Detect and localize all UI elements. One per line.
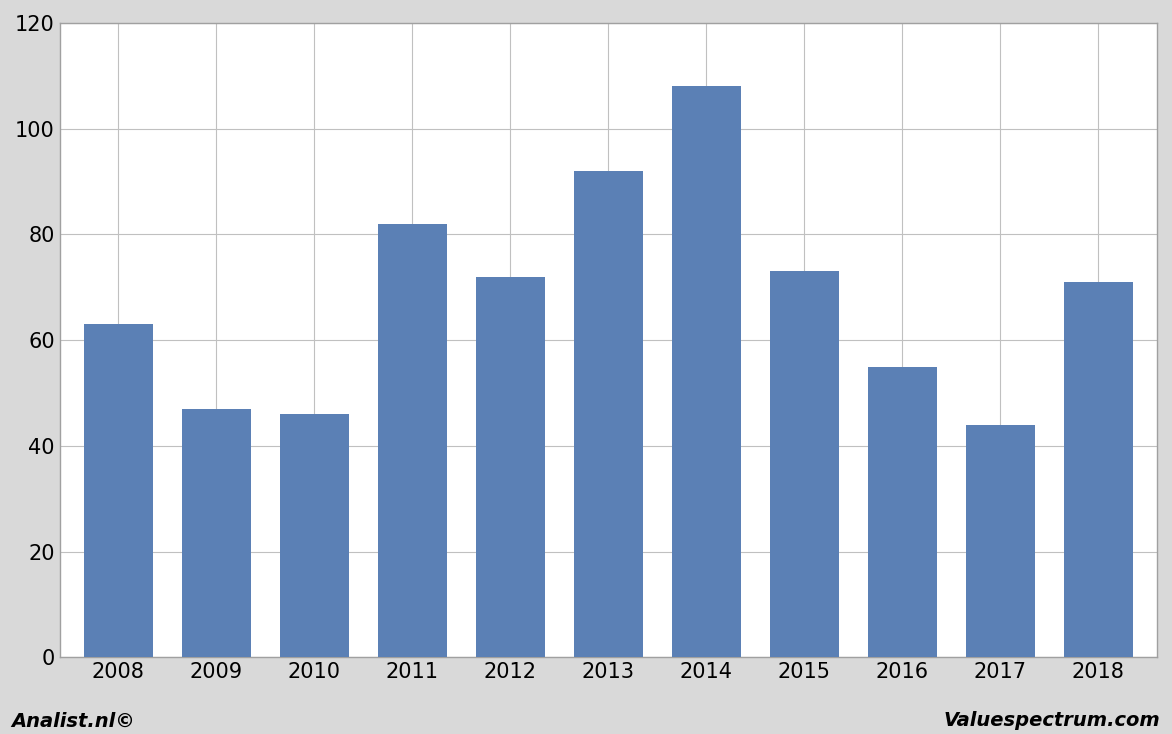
Bar xyxy=(379,224,447,658)
Text: Valuespectrum.com: Valuespectrum.com xyxy=(943,711,1160,730)
Bar xyxy=(966,425,1035,658)
Bar xyxy=(574,171,642,658)
Bar xyxy=(280,414,348,658)
Bar xyxy=(84,324,152,658)
Bar xyxy=(182,409,251,658)
Bar xyxy=(476,277,545,658)
Bar xyxy=(672,87,741,658)
Bar xyxy=(1064,282,1132,658)
Bar xyxy=(770,272,838,658)
Bar xyxy=(868,367,936,658)
Text: Analist.nl©: Analist.nl© xyxy=(12,711,136,730)
